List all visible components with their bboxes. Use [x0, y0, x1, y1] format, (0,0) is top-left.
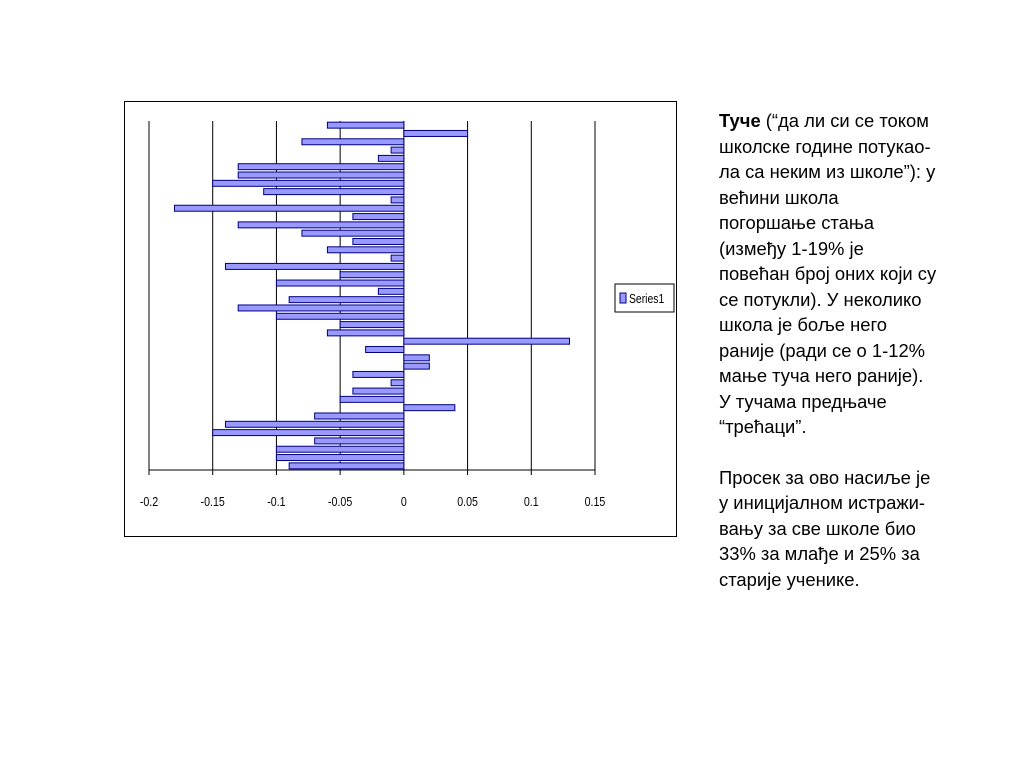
bar — [339, 395, 405, 403]
paragraph-1: Туче (“да ли си се током школске године п… — [719, 108, 1009, 440]
bar — [352, 237, 405, 245]
paragraph-2: Просек за ово насиље је у иницијалном ист… — [719, 465, 1009, 593]
bar — [288, 462, 405, 470]
bar — [352, 387, 405, 395]
bar — [237, 221, 405, 229]
bar — [352, 370, 405, 378]
x-tick-label: 0.05 — [457, 494, 478, 509]
bar — [403, 354, 430, 362]
bar — [224, 420, 405, 428]
text-line: у иницијалном истражи- — [719, 492, 926, 513]
bar — [301, 229, 405, 237]
x-tick-label: -0.05 — [328, 494, 353, 509]
text-line: старије ученике. — [719, 568, 860, 590]
bar — [403, 337, 571, 345]
text-line: У тучама предњаче — [719, 390, 887, 412]
bar — [365, 346, 405, 354]
text-line: Просек за ово насиље је — [719, 466, 931, 488]
text-line: погоршање стања — [719, 212, 875, 233]
text-line: раније (ради се о 1-12% — [719, 339, 926, 361]
chart-frame: -0.2 -0.15 -0.1 -0.05 0 0.05 0.1 0.15 Series1 — [124, 101, 677, 537]
x-tick-label: -0.2 — [140, 494, 158, 509]
text-line: (између 1-19% је — [719, 237, 864, 259]
bar — [173, 204, 405, 212]
text-line: (“да ли си се током — [760, 110, 929, 131]
bar — [237, 171, 405, 179]
text-line: 33% за млађе и 25% за — [719, 543, 920, 564]
text-line: се потукли). У неколико — [719, 288, 922, 310]
bar — [212, 179, 405, 187]
x-tick-label: 0.15 — [585, 494, 606, 509]
text-line: мање туча него раније). — [719, 365, 924, 386]
text-line: школа је боље него — [719, 314, 888, 335]
legend-label: Series1 — [629, 292, 664, 306]
bar — [212, 429, 405, 437]
bar — [237, 304, 405, 312]
bar — [390, 196, 405, 204]
bar — [275, 279, 405, 287]
bar — [288, 296, 405, 304]
text-line: “трећаци”. — [719, 416, 807, 437]
bar — [352, 213, 405, 221]
bar — [275, 445, 405, 453]
legend-swatch — [619, 292, 627, 304]
bar — [263, 188, 405, 196]
text-panel: Туче (“да ли си се током школске године п… — [719, 108, 1009, 592]
bar — [377, 287, 405, 295]
bar — [339, 321, 405, 329]
bar — [224, 262, 405, 270]
x-tick-label: -0.15 — [201, 494, 226, 509]
bar — [390, 254, 405, 262]
bar — [403, 362, 430, 370]
text-line: ла са неким из школе”): у — [719, 161, 936, 182]
bar — [275, 312, 405, 320]
bar — [314, 437, 405, 445]
text-line: повећан број оних који су — [719, 263, 937, 284]
x-tick-label: -0.1 — [267, 494, 286, 509]
bar — [326, 121, 405, 129]
bar — [314, 412, 405, 420]
bar — [339, 271, 405, 279]
bar — [326, 329, 405, 337]
bar-chart: -0.2 -0.15 -0.1 -0.05 0 0.05 0.1 0.15 Series1 — [140, 121, 675, 509]
bar — [326, 246, 405, 254]
bar — [377, 154, 405, 162]
bar — [275, 454, 405, 462]
bar — [390, 146, 405, 154]
text-line: вању за све школе био — [719, 517, 916, 539]
bar — [403, 404, 456, 412]
text-line: већини школа — [719, 186, 839, 208]
bar — [403, 129, 469, 137]
text-line: школске године потукао- — [719, 135, 931, 157]
bar — [237, 163, 405, 171]
x-tick-label: 0.1 — [524, 494, 539, 509]
bar — [390, 379, 405, 387]
title-bold: Туче — [719, 110, 761, 131]
bar — [301, 138, 405, 146]
x-tick-label: 0 — [401, 494, 407, 509]
